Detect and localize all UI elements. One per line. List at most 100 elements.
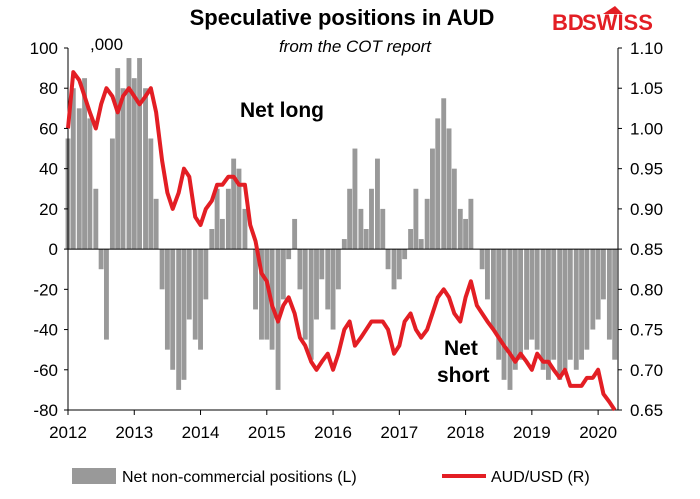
line-series bbox=[66, 70, 617, 412]
bar-7 bbox=[104, 249, 109, 340]
legend-label-audusd: AUD/USD (R) bbox=[491, 469, 590, 486]
bar-48 bbox=[330, 249, 336, 330]
bar-9 bbox=[115, 68, 121, 250]
bar-18 bbox=[164, 249, 170, 350]
right-tick-label-4: 0.90 bbox=[630, 200, 663, 219]
bar-83 bbox=[524, 249, 529, 350]
bar-59 bbox=[391, 249, 397, 290]
bar-14 bbox=[143, 88, 148, 250]
chart-title: Speculative positions in AUD bbox=[190, 5, 495, 30]
left-axis-unit: ,000 bbox=[90, 35, 123, 54]
bar-85 bbox=[534, 249, 540, 350]
left-tick-label-3: 40 bbox=[39, 160, 58, 179]
bar-41 bbox=[292, 218, 298, 250]
bar-64 bbox=[418, 239, 424, 250]
x-tick-label-6: 2018 bbox=[447, 423, 485, 442]
bar-73 bbox=[468, 198, 474, 250]
bar-68 bbox=[441, 98, 447, 250]
bar-76 bbox=[485, 249, 490, 300]
bar-54 bbox=[363, 229, 369, 250]
bar-98 bbox=[606, 249, 612, 340]
bar-82 bbox=[518, 249, 524, 360]
x-tick-label-4: 2016 bbox=[314, 423, 352, 442]
chart-subtitle: from the COT report bbox=[279, 37, 432, 56]
bar-5 bbox=[93, 188, 99, 250]
right-tick-label-2: 1.00 bbox=[630, 119, 663, 138]
bar-8 bbox=[109, 138, 115, 250]
x-tick-label-2: 2014 bbox=[182, 423, 220, 442]
bar-22 bbox=[186, 249, 192, 320]
bar-2 bbox=[76, 108, 82, 250]
bar-39 bbox=[280, 249, 286, 300]
bar-35 bbox=[259, 249, 264, 340]
bar-40 bbox=[286, 249, 292, 260]
bar-61 bbox=[402, 249, 408, 260]
annotation-net-short-line2: short bbox=[437, 364, 490, 387]
left-tick-label-8: -60 bbox=[33, 361, 58, 380]
bar-24 bbox=[198, 249, 203, 350]
x-axis-ticks: 2012 2013 2014 2015 2016 2017 2018 2019 2020 bbox=[49, 410, 617, 442]
bar-56 bbox=[375, 158, 380, 250]
right-tick-label-5: 0.85 bbox=[630, 240, 663, 259]
annotation-net-short-line1: Net bbox=[444, 337, 478, 360]
legend: Net non-commercial positions (L) AUD/USD… bbox=[72, 468, 590, 486]
bar-42 bbox=[297, 249, 303, 290]
bar-84 bbox=[529, 249, 535, 340]
left-tick-label-0: 100 bbox=[30, 39, 58, 58]
bar-81 bbox=[512, 249, 518, 370]
bar-89 bbox=[557, 249, 563, 380]
bar-88 bbox=[551, 249, 557, 360]
bar-15 bbox=[148, 138, 154, 250]
right-tick-label-1: 1.05 bbox=[630, 79, 663, 98]
bar-43 bbox=[302, 249, 308, 340]
bar-53 bbox=[358, 208, 364, 250]
right-tick-label-8: 0.70 bbox=[630, 361, 663, 380]
bar-11 bbox=[126, 58, 132, 250]
bar-91 bbox=[567, 249, 573, 360]
bar-4 bbox=[87, 118, 93, 250]
bar-44 bbox=[308, 249, 314, 360]
bar-49 bbox=[335, 249, 341, 290]
left-tick-label-5: 0 bbox=[49, 240, 58, 259]
left-tick-label-6: -20 bbox=[33, 280, 58, 299]
bar-70 bbox=[451, 168, 457, 250]
bar-65 bbox=[424, 198, 430, 250]
right-tick-label-3: 0.95 bbox=[630, 160, 663, 179]
bar-57 bbox=[380, 208, 386, 250]
bar-series bbox=[65, 58, 618, 390]
bar-21 bbox=[181, 249, 187, 380]
x-tick-label-3: 2015 bbox=[248, 423, 286, 442]
bar-92 bbox=[573, 249, 579, 370]
bar-75 bbox=[479, 249, 485, 270]
bar-31 bbox=[236, 168, 242, 250]
right-tick-label-6: 0.80 bbox=[630, 280, 663, 299]
left-tick-label-4: 20 bbox=[39, 200, 58, 219]
bar-77 bbox=[490, 249, 496, 330]
left-axis-ticks: 100 80 60 40 20 0 -20 -40 -60 -80 bbox=[30, 39, 68, 420]
bar-69 bbox=[446, 128, 452, 250]
bar-94 bbox=[584, 249, 590, 350]
bar-90 bbox=[562, 249, 568, 370]
bar-50 bbox=[341, 239, 347, 250]
bar-25 bbox=[203, 249, 209, 300]
bar-23 bbox=[192, 249, 198, 340]
bar-86 bbox=[540, 249, 546, 370]
logo-arrow-icon bbox=[603, 6, 623, 14]
logo-text-bd: BD bbox=[552, 10, 584, 35]
x-tick-label-8: 2020 bbox=[579, 423, 617, 442]
logo-text-swiss: SWISS bbox=[582, 10, 653, 35]
bar-93 bbox=[579, 249, 584, 360]
bdswiss-logo: BD SWISS bbox=[552, 6, 653, 35]
x-tick-label-1: 2013 bbox=[115, 423, 153, 442]
right-tick-label-9: 0.65 bbox=[630, 401, 663, 420]
bar-71 bbox=[457, 208, 463, 250]
bar-27 bbox=[214, 188, 220, 250]
legend-label-positions: Net non-commercial positions (L) bbox=[122, 469, 357, 486]
annotation-net-long: Net long bbox=[240, 99, 324, 122]
bar-52 bbox=[352, 148, 358, 250]
bar-34 bbox=[253, 249, 258, 310]
bar-6 bbox=[98, 249, 104, 270]
bar-26 bbox=[209, 229, 215, 250]
bar-45 bbox=[314, 249, 319, 320]
